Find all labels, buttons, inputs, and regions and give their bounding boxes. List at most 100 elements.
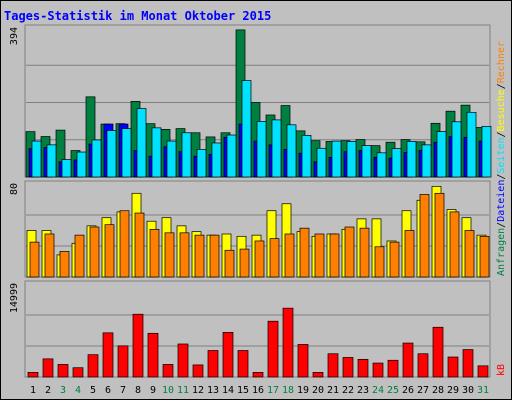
x-tick-label: 29: [447, 385, 459, 396]
y-max-label: 394: [9, 27, 20, 45]
x-tick-label: 25: [387, 385, 399, 396]
legend-entry: Anfragen: [496, 228, 507, 276]
bar-pages-visits-rechner-29: [449, 211, 460, 278]
bar-hits-files-seiten-16: [256, 121, 267, 178]
x-tick-label: 6: [105, 385, 111, 396]
bar-pages-visits-rechner-20: [314, 233, 325, 278]
right-legend: Anfragen/Dateien/Seiten/Besuche/Rechnerk…: [496, 41, 507, 376]
legend-top: Anfragen/Dateien/Seiten/Besuche/Rechner: [496, 41, 507, 276]
x-tick-label: 15: [237, 385, 249, 396]
bar-kbytes-kb-25: [387, 359, 399, 378]
legend-entry: Rechner: [496, 41, 507, 83]
bar-kbytes-kb-26: [402, 342, 414, 378]
bar-pages-visits-rechner-30: [464, 230, 475, 278]
bar-hits-files-seiten-7: [121, 128, 132, 178]
bar-pages-visits-rechner-17: [269, 238, 280, 278]
legend-entry: /: [496, 131, 507, 137]
bar-kbytes-kb-9: [147, 332, 159, 378]
x-tick-label: 5: [90, 385, 96, 396]
bar-hits-files-seiten-21: [331, 140, 342, 178]
bar-hits-files-seiten-18: [286, 124, 297, 178]
bar-pages-visits-rechner-22: [344, 226, 355, 278]
bar-kbytes-kb-7: [117, 345, 129, 378]
bar-kbytes-kb-13: [207, 350, 219, 378]
bar-hits-files-seiten-27: [421, 144, 432, 178]
bar-kbytes-kb-31: [477, 365, 489, 378]
bar-hits-files-seiten-30: [466, 111, 477, 178]
bar-pages-visits-rechner-28: [434, 192, 445, 278]
bar-pages-visits-rechner-31: [479, 235, 490, 278]
bar-kbytes-kb-27: [417, 353, 429, 378]
x-axis-labels: 1 2 3 4 5 6 7 8 9 10 11 12 13 14 15 16 17 18 19 20 21 22 23 24 2…: [30, 385, 489, 396]
bar-hits-files-seiten-13: [211, 142, 222, 178]
bar-pages-visits-rechner-2: [44, 233, 55, 278]
bar-hits-files-seiten-2: [46, 144, 57, 178]
bar-kbytes-kb-12: [192, 364, 204, 378]
x-tick-label: 22: [342, 385, 354, 396]
bar-pages-visits-rechner-23: [359, 227, 370, 278]
bar-kbytes-kb-8: [132, 313, 144, 378]
bar-pages-visits-rechner-3: [59, 251, 70, 278]
bar-pages-visits-rechner-8: [134, 212, 145, 278]
x-tick-label: 27: [417, 385, 429, 396]
bar-kbytes-kb-18: [282, 307, 294, 378]
bar-kbytes-kb-23: [357, 358, 369, 378]
bar-hits-files-seiten-14: [226, 134, 237, 178]
bar-kbytes-kb-5: [87, 354, 99, 378]
legend-entry: Besuche: [496, 89, 507, 131]
bar-pages-visits-rechner-18: [284, 233, 295, 278]
bar-hits-files-seiten-12: [196, 149, 207, 178]
bar-kbytes-kb-16: [252, 372, 264, 378]
bar-pages-visits-rechner-24: [374, 246, 385, 278]
bar-kbytes-kb-21: [327, 353, 339, 378]
bar-pages-visits-rechner-16: [254, 240, 265, 278]
x-tick-label: 4: [75, 385, 81, 396]
x-tick-label: 26: [402, 385, 414, 396]
x-tick-label: 13: [207, 385, 219, 396]
bar-pages-visits-rechner-14: [224, 249, 235, 278]
legend-entry: /: [496, 83, 507, 89]
bar-kbytes-kb-1: [27, 372, 39, 378]
x-tick-label: 2: [45, 385, 51, 396]
bar-hits-files-seiten-23: [361, 145, 372, 178]
bar-kbytes-kb-15: [237, 350, 249, 378]
x-tick-label: 30: [462, 385, 474, 396]
y-axis-labels: 394 80 14999: [9, 27, 20, 313]
x-tick-label: 21: [327, 385, 339, 396]
bar-pages-visits-rechner-1: [29, 241, 40, 278]
bar-pages-visits-rechner-21: [329, 233, 340, 278]
bar-hits-files-seiten-25: [391, 148, 402, 178]
legend-bottom: kB: [496, 364, 507, 376]
bar-kbytes-kb-20: [312, 372, 324, 378]
bar-pages-visits-rechner-27: [419, 194, 430, 278]
y-max-label: 80: [9, 183, 20, 195]
legend-entry: kB: [496, 364, 507, 376]
bar-kbytes-kb-19: [297, 344, 309, 378]
bar-kbytes-kb-17: [267, 320, 279, 378]
bar-kbytes-kb-4: [72, 367, 84, 378]
bar-hits-files-seiten-17: [271, 119, 282, 178]
bar-hits-files-seiten-1: [31, 140, 42, 178]
bar-kbytes-kb-2: [42, 358, 54, 378]
bar-hits-files-seiten-15: [241, 80, 252, 178]
x-tick-label: 17: [267, 385, 279, 396]
x-tick-label: 28: [432, 385, 444, 396]
bar-pages-visits-rechner-19: [299, 227, 310, 278]
chart-bars: [25, 29, 492, 378]
legend-entry: Dateien: [496, 180, 507, 222]
y-max-label: 14999: [9, 283, 20, 313]
x-tick-label: 7: [120, 385, 126, 396]
bar-pages-visits-rechner-13: [209, 234, 220, 278]
x-tick-label: 8: [135, 385, 141, 396]
bar-pages-visits-rechner-7: [119, 210, 130, 278]
bar-hits-files-seiten-19: [301, 135, 312, 178]
bar-hits-files-seiten-9: [151, 127, 162, 178]
bar-hits-files-seiten-20: [316, 147, 327, 178]
bar-pages-visits-rechner-15: [239, 248, 250, 278]
x-tick-label: 31: [477, 385, 489, 396]
x-tick-label: 19: [297, 385, 309, 396]
x-tick-label: 9: [150, 385, 156, 396]
bar-pages-visits-rechner-25: [389, 241, 400, 278]
x-tick-label: 16: [252, 385, 264, 396]
